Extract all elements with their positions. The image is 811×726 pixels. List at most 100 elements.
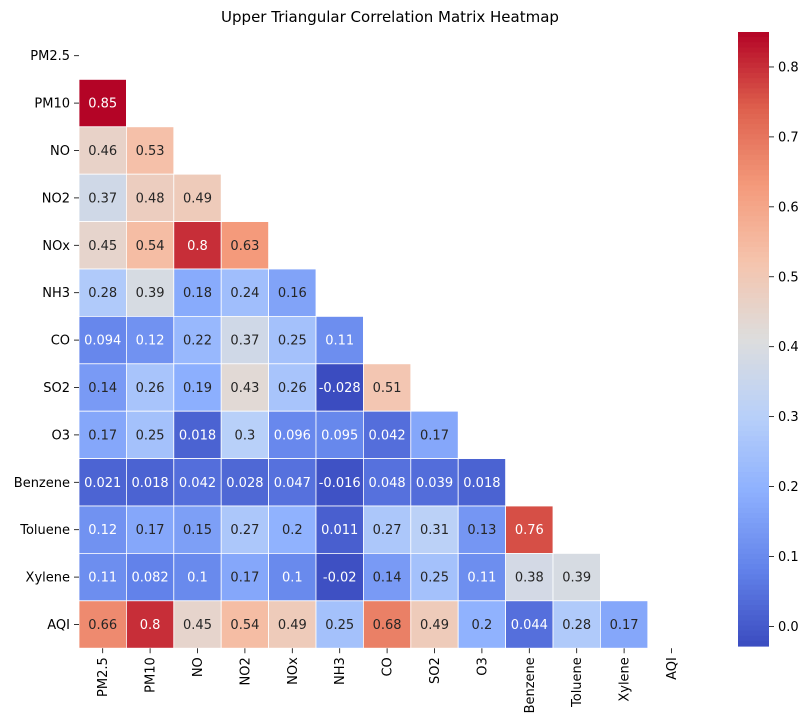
colorbar-segment [738,190,769,197]
x-tick-label: AQI [665,657,680,680]
colorbar-segment [738,369,769,376]
y-tick-label: CO [51,334,70,349]
colorbar-tick-label: 0.4 [778,340,799,355]
cell-value-label: 0.12 [136,334,165,349]
heatmap-cell [126,221,175,270]
cell-value-label: 0.24 [230,286,259,301]
colorbar-segment [738,344,769,350]
heatmap-cell [173,458,222,507]
cell-value-label: 0.14 [373,571,402,586]
cell-value-label: 0.26 [278,381,307,396]
colorbar-segment [738,124,769,130]
cell-value-label: 0.53 [136,144,165,159]
cell-value-label: 0.082 [131,571,168,586]
x-tick-label: PM2.5 [96,657,111,697]
cell-value-label: 0.18 [183,286,212,301]
cell-value-label: 0.63 [230,239,259,254]
colorbar-segment [738,533,769,540]
cell-value-label: 0.2 [472,618,493,633]
colorbar-segment [738,559,769,565]
colorbar-segment [738,564,769,570]
y-tick-label: Toluene [19,523,70,538]
heatmap-cell [315,363,364,412]
x-tick-label: Toluene [570,657,585,708]
y-tick-label: NO2 [42,191,70,206]
heatmap-cell [173,505,222,554]
heatmap-cell [410,410,459,460]
cell-value-label: 0.17 [136,523,165,538]
heatmap-cell [220,363,269,412]
colorbar-segment [738,518,769,524]
colorbar-segment [738,599,769,606]
heatmap-cells: 0.85 0.46 0.53 0.37 0.48 0.49 0.45 0.54 0.8 0.63 0… [78,79,649,649]
heatmap-cell [552,600,601,649]
heatmap-cell [220,458,269,507]
colorbar-segment [738,584,769,591]
colorbar-tick-label: 0.1 [778,550,799,565]
heatmap-cell [315,505,364,554]
x-tick-labels: PM2.5 PM10 NO NO2 NOx NH3 CO SO2 O3 Benzene Toluen… [96,648,680,713]
colorbar-segment [738,390,769,396]
colorbar-segment [738,589,769,596]
colorbar-segment [738,323,769,330]
heatmap-cell [173,600,222,649]
heatmap-cell [315,553,364,602]
colorbar-segment [738,165,769,171]
cell-value-label: 0.27 [373,523,402,538]
colorbar-segment [738,129,769,135]
colorbar-tick-label: 0.2 [778,480,799,495]
heatmap-cell [220,268,269,317]
colorbar-segment [738,410,769,417]
colorbar-segment [738,431,769,437]
colorbar-segment [738,569,769,575]
cell-value-label: 0.028 [226,476,263,491]
cell-value-label: 0.042 [179,476,216,491]
colorbar-segment [738,277,769,284]
colorbar-segment [738,241,769,248]
heatmap-cell [220,600,269,649]
cell-value-label: 0.11 [325,334,354,349]
cell-value-label: 0.19 [183,381,212,396]
colorbar-segment [738,103,769,110]
colorbar-segment [738,594,769,601]
cell-value-label: 0.54 [136,239,165,254]
cell-value-label: 0.39 [562,571,591,586]
cell-value-label: 0.46 [88,144,117,159]
cell-value-label: 0.8 [140,618,161,633]
colorbar-segment [738,451,769,458]
cell-value-label: 0.37 [230,334,259,349]
colorbar-segment [738,195,769,202]
heatmap-cell [126,126,175,175]
cell-value-label: 0.011 [321,523,358,538]
colorbar-segment [738,610,769,616]
colorbar-segment [738,605,769,611]
cell-value-label: 0.25 [278,334,307,349]
colorbar-segment [738,523,769,529]
cell-value-label: 0.095 [321,428,358,443]
cell-value-label: -0.02 [323,571,357,586]
heatmap-cell [220,221,269,270]
colorbar-segment [738,318,769,325]
colorbar-segment [738,492,769,499]
colorbar-segment [738,113,769,120]
colorbar-segment [738,108,769,115]
heatmap-cell [268,505,317,554]
colorbar-segment [738,83,769,89]
colorbar-segment [738,487,769,494]
cell-value-label: 0.17 [230,571,259,586]
heatmap-cell [78,126,127,175]
cell-value-label: 0.28 [88,286,117,301]
cell-value-label: 0.2 [282,523,303,538]
heatmap-cell [362,363,412,412]
cell-value-label: 0.096 [274,428,311,443]
heatmap-cell [315,458,364,507]
colorbar-segment [738,349,769,355]
cell-value-label: 0.018 [131,476,168,491]
colorbar-segment [738,88,769,94]
colorbar-segment [738,415,769,422]
colorbar-segment [738,497,769,504]
colorbar-segment [738,211,769,217]
colorbar-segment [738,185,769,192]
colorbar-segment [738,282,769,289]
colorbar-segment [738,72,769,79]
